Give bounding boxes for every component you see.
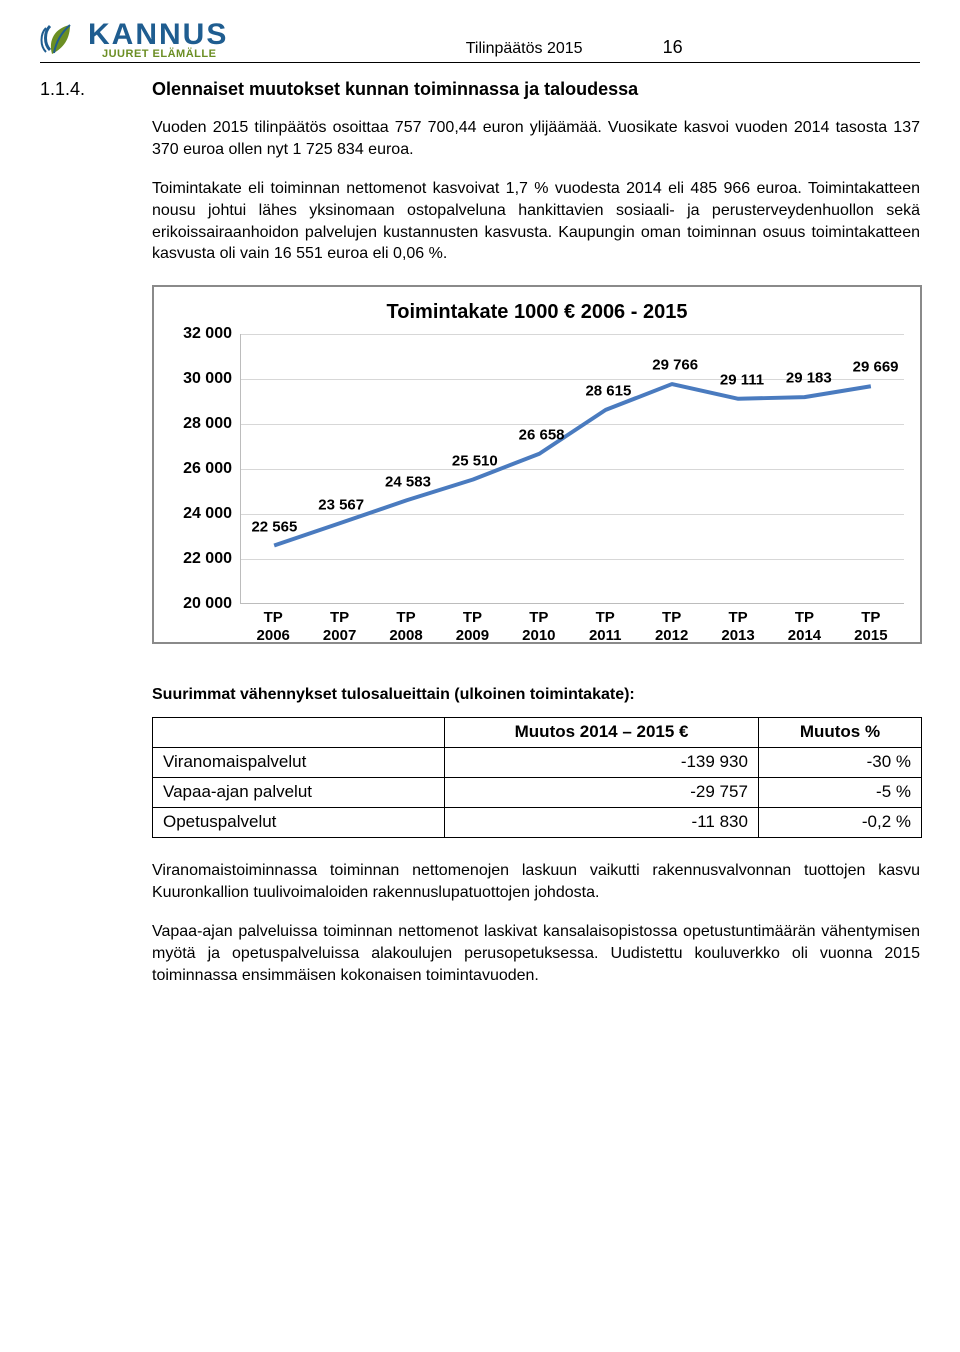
header-title: Tilinpäätös 2015 (466, 38, 583, 60)
data-label: 22 565 (251, 518, 297, 538)
paragraph-2: Toimintakate eli toiminnan nettomenot ka… (152, 178, 920, 264)
logo-sub-text: JUURET ELÄMÄLLE (88, 49, 228, 59)
paragraph-3: Viranomaistoiminnassa toiminnan nettomen… (152, 860, 920, 903)
x-label: TP2013 (705, 609, 771, 644)
table-cell-value: -5 % (758, 778, 921, 808)
table-header: Muutos 2014 – 2015 € (445, 718, 759, 748)
table-cell-name: Vapaa-ajan palvelut (153, 778, 445, 808)
toimintakate-chart: Toimintakate 1000 € 2006 - 2015 20 000 22… (152, 285, 922, 644)
table-cell-name: Viranomaispalvelut (153, 748, 445, 778)
x-label: TP2008 (373, 609, 439, 644)
table-row: Vapaa-ajan palvelut-29 757-5 % (153, 778, 922, 808)
section-heading: 1.1.4. Olennaiset muutokset kunnan toimi… (40, 77, 920, 101)
data-label: 29 669 (853, 358, 899, 378)
y-tick: 20 000 (183, 593, 232, 615)
y-tick: 28 000 (183, 413, 232, 435)
data-label: 24 583 (385, 472, 431, 492)
changes-table: Muutos 2014 – 2015 €Muutos % Viranomaisp… (152, 717, 922, 838)
table-cell-name: Opetuspalvelut (153, 808, 445, 838)
leaf-icon (40, 20, 80, 60)
table-cell-value: -139 930 (445, 748, 759, 778)
section-number: 1.1.4. (40, 77, 132, 101)
table-header (153, 718, 445, 748)
y-tick: 26 000 (183, 458, 232, 480)
data-label: 26 658 (519, 426, 565, 446)
data-label: 23 567 (318, 495, 364, 515)
x-label: TP2012 (638, 609, 704, 644)
page-number: 16 (643, 35, 683, 59)
y-tick: 32 000 (183, 323, 232, 345)
data-label: 25 510 (452, 452, 498, 472)
logo-main-text: KANNUS (88, 21, 228, 50)
table-cell-value: -29 757 (445, 778, 759, 808)
data-label: 29 111 (720, 371, 764, 391)
section-title: Olennaiset muutokset kunnan toiminnassa … (152, 77, 638, 101)
paragraph-1: Vuoden 2015 tilinpäätös osoittaa 757 700… (152, 117, 920, 160)
x-label: TP2014 (771, 609, 837, 644)
x-label: TP2015 (838, 609, 904, 644)
data-label: 29 183 (786, 369, 832, 389)
table-cell-value: -30 % (758, 748, 921, 778)
chart-title: Toimintakate 1000 € 2006 - 2015 (170, 299, 904, 326)
y-tick: 22 000 (183, 548, 232, 570)
x-label: TP2010 (506, 609, 572, 644)
y-tick: 24 000 (183, 503, 232, 525)
y-tick: 30 000 (183, 368, 232, 390)
x-label: TP2009 (439, 609, 505, 644)
data-label: 29 766 (652, 356, 698, 376)
x-label: TP2006 (240, 609, 306, 644)
data-label: 28 615 (585, 382, 631, 402)
table-cell-value: -11 830 (445, 808, 759, 838)
page-header: KANNUS JUURET ELÄMÄLLE Tilinpäätös 2015 … (40, 20, 920, 63)
table-row: Viranomaispalvelut-139 930-30 % (153, 748, 922, 778)
table-row: Opetuspalvelut-11 830-0,2 % (153, 808, 922, 838)
table-cell-value: -0,2 % (758, 808, 921, 838)
paragraph-4: Vapaa-ajan palveluissa toiminnan nettome… (152, 921, 920, 986)
x-label: TP2011 (572, 609, 638, 644)
x-label: TP2007 (306, 609, 372, 644)
logo: KANNUS JUURET ELÄMÄLLE (40, 20, 228, 60)
table-header: Muutos % (758, 718, 921, 748)
table-heading: Suurimmat vähennykset tulosalueittain (u… (152, 684, 920, 706)
